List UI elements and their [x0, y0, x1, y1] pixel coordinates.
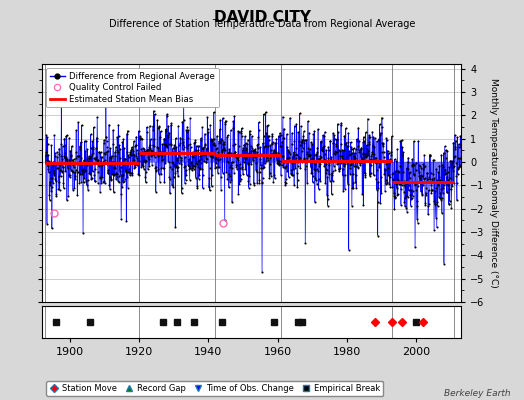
Text: Difference of Station Temperature Data from Regional Average: Difference of Station Temperature Data f… — [109, 19, 415, 29]
Text: DAVID CITY: DAVID CITY — [213, 10, 311, 25]
Legend: Difference from Regional Average, Quality Control Failed, Estimated Station Mean: Difference from Regional Average, Qualit… — [46, 68, 219, 107]
Text: Berkeley Earth: Berkeley Earth — [444, 389, 511, 398]
Y-axis label: Monthly Temperature Anomaly Difference (°C): Monthly Temperature Anomaly Difference (… — [489, 78, 498, 288]
Legend: Station Move, Record Gap, Time of Obs. Change, Empirical Break: Station Move, Record Gap, Time of Obs. C… — [46, 381, 383, 396]
